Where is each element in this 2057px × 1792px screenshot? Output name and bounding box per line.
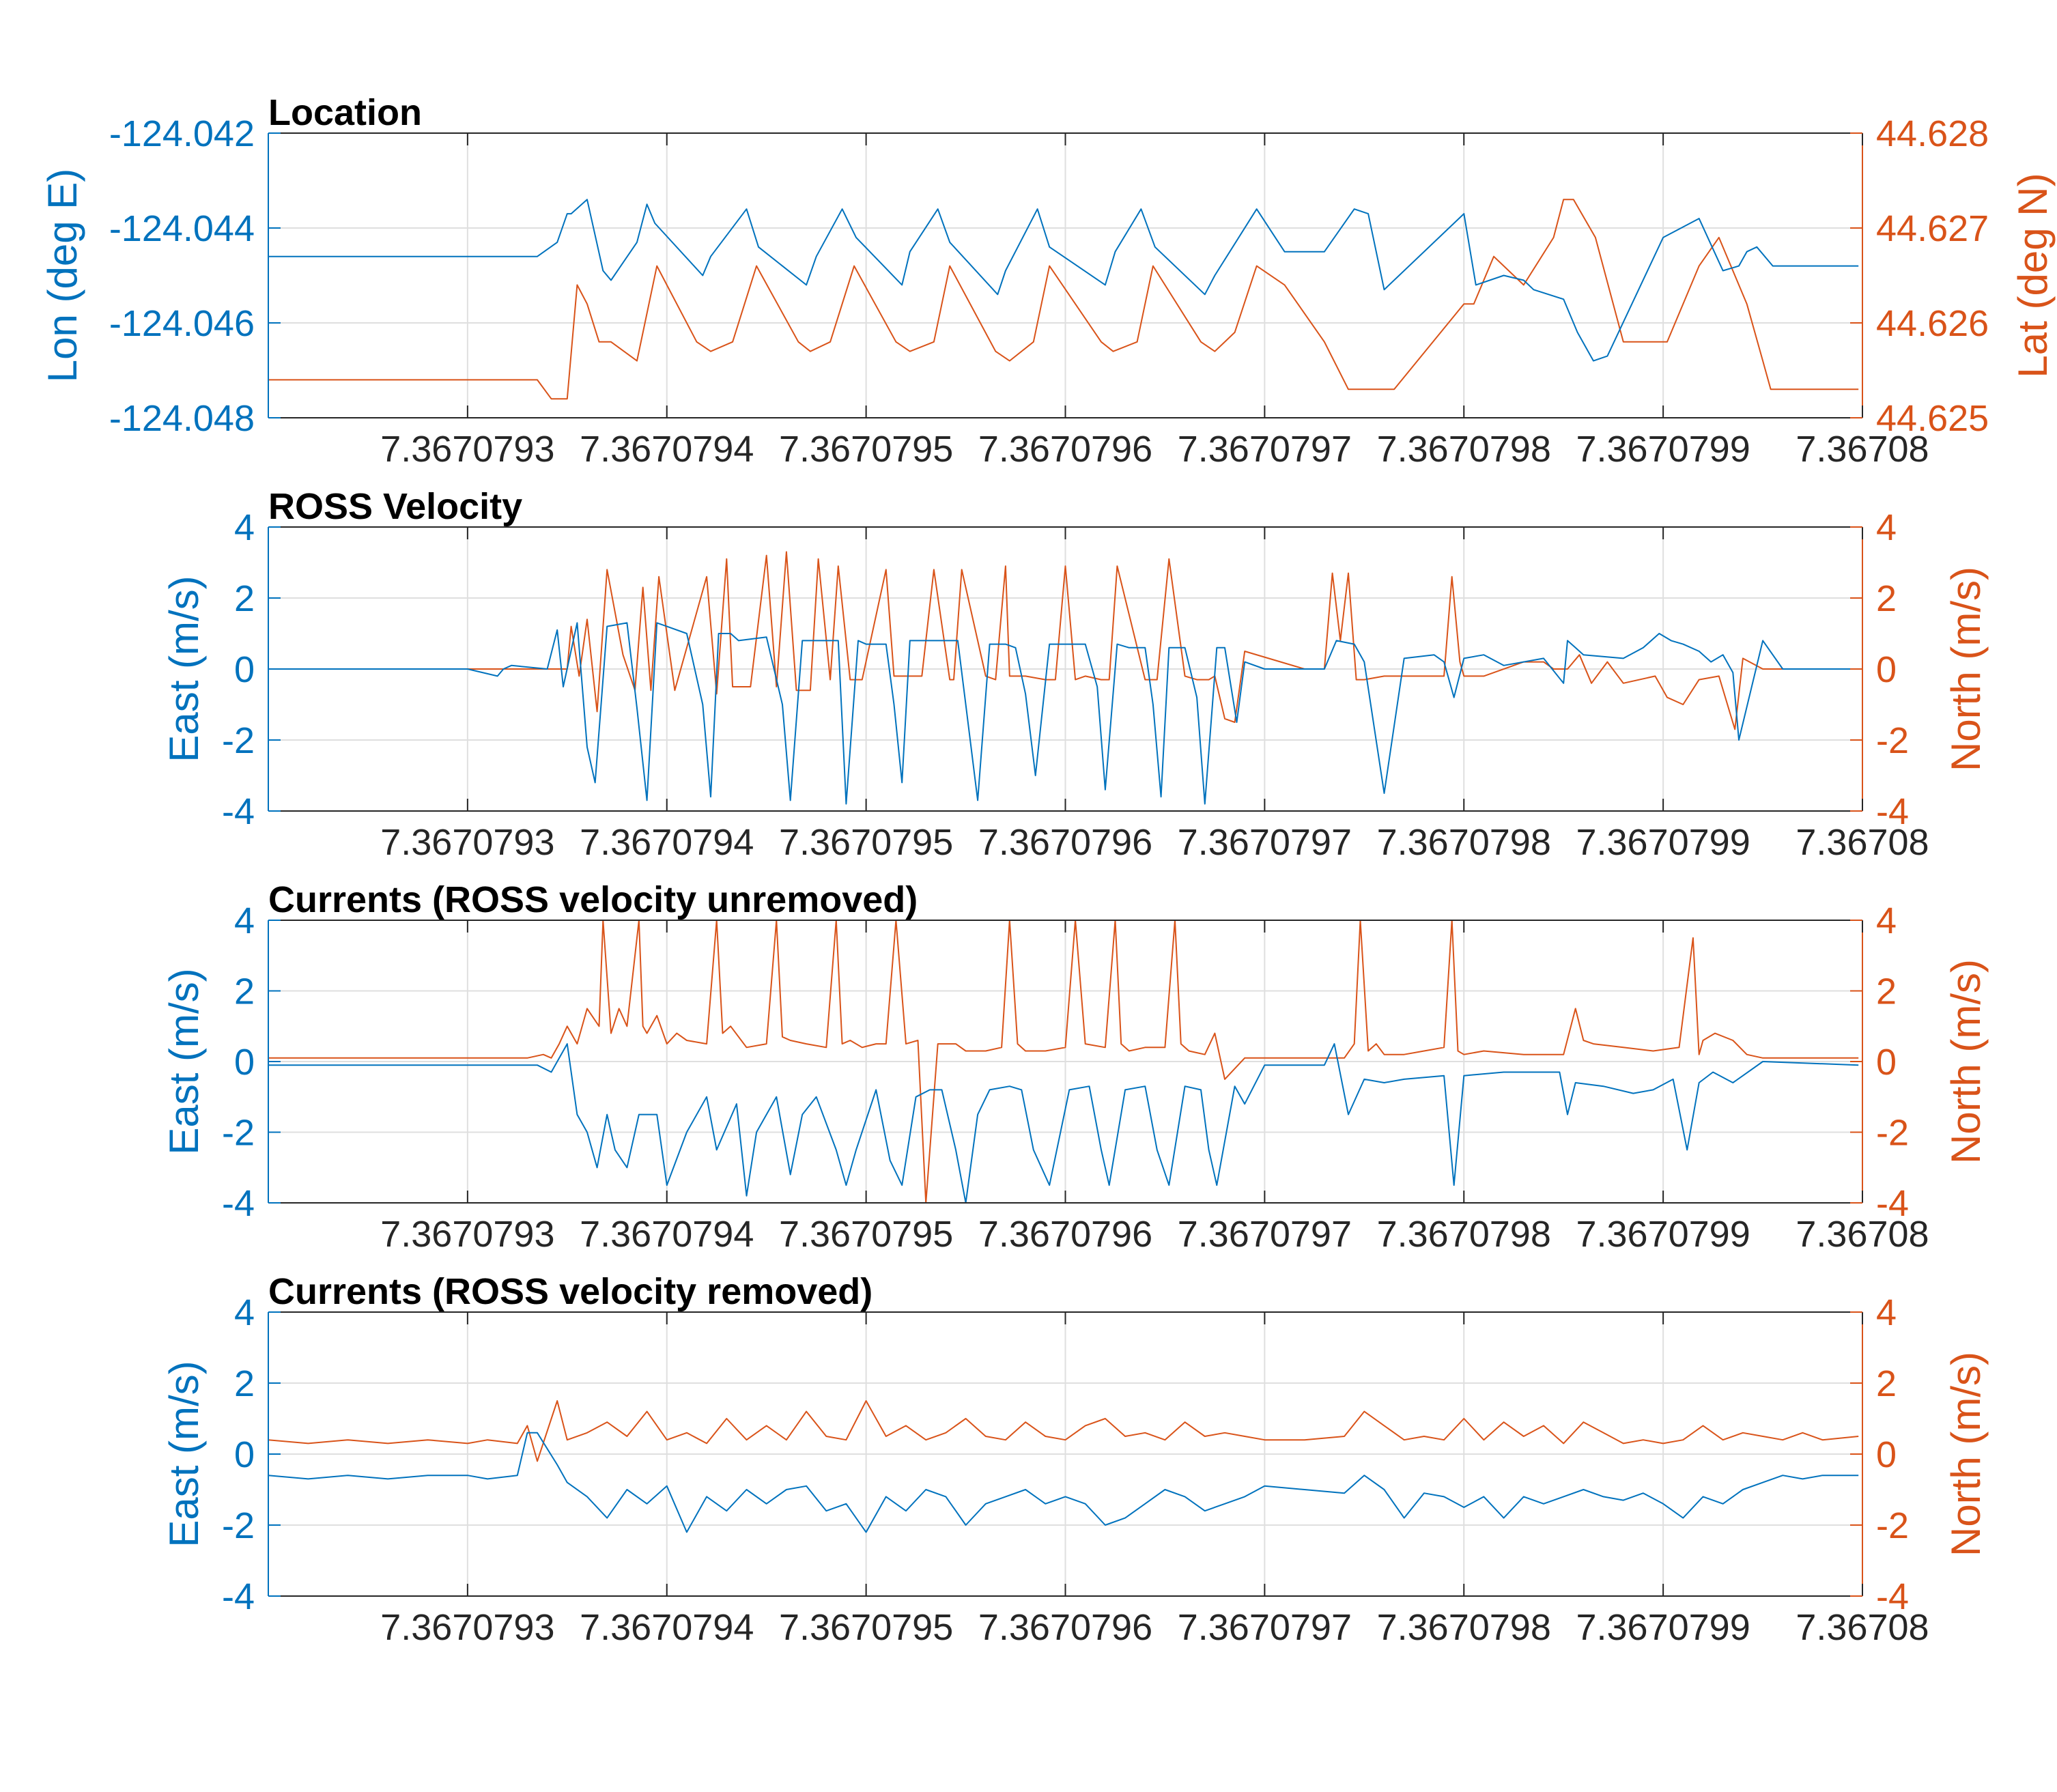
y-tick-label-left: 0 [234,649,255,690]
x-tick-label: 7.36708 [1796,822,1929,863]
y-axis-label-left: Lon (deg E) [40,169,85,383]
y-tick-label-left: -124.042 [109,113,255,154]
y-tick-label-left: 4 [234,900,255,941]
y-tick-label-left: -4 [222,1183,255,1224]
y-tick-label-right: 4 [1876,507,1897,548]
chart-title: Currents (ROSS velocity removed) [268,1271,873,1312]
y-axis-label-left: East (m/s) [161,575,207,762]
y-tick-label-right: -2 [1876,720,1909,761]
y-tick-label-right: 44.627 [1876,208,1989,249]
x-tick-label: 7.3670799 [1576,822,1750,863]
chart-title: Currents (ROSS velocity unremoved) [268,879,918,920]
y-tick-label-left: 4 [234,1292,255,1333]
y-tick-label-right: -2 [1876,1505,1909,1546]
y-tick-label-right: 44.625 [1876,398,1989,439]
x-tick-label: 7.3670798 [1377,1214,1551,1255]
y-tick-label-left: -2 [222,1505,255,1546]
y-axis-label-left: East (m/s) [161,968,207,1154]
x-tick-label: 7.3670794 [580,429,754,470]
x-tick-label: 7.3670793 [380,822,554,863]
x-tick-label: 7.3670794 [580,822,754,863]
y-tick-label-right: 0 [1876,649,1897,690]
y-tick-label-right: 4 [1876,900,1897,941]
y-tick-label-left: -124.046 [109,303,255,344]
y-tick-label-left: 4 [234,507,255,548]
y-axis-label-right: North (m/s) [1943,567,1989,771]
x-tick-label: 7.3670799 [1576,429,1750,470]
chart-title: ROSS Velocity [268,486,522,527]
x-tick-label: 7.3670797 [1178,1214,1352,1255]
y-tick-label-left: -2 [222,1113,255,1154]
y-axis-label-right: North (m/s) [1943,1352,1989,1556]
y-tick-label-left: 0 [234,1042,255,1083]
y-tick-label-left: 0 [234,1434,255,1475]
y-tick-label-right: 2 [1876,1363,1897,1404]
x-tick-label: 7.36708 [1796,1607,1929,1648]
y-tick-label-right: 0 [1876,1042,1897,1083]
y-tick-label-left: -4 [222,1576,255,1617]
y-tick-label-right: -2 [1876,1113,1909,1154]
y-axis-label-left: East (m/s) [161,1361,207,1547]
x-tick-label: 7.3670796 [978,1214,1152,1255]
x-tick-label: 7.3670797 [1178,1607,1352,1648]
y-axis-label-right: Lat (deg N) [2010,173,2056,378]
y-axis-label-right: North (m/s) [1943,959,1989,1164]
y-tick-label-right: 0 [1876,1434,1897,1475]
x-tick-label: 7.3670795 [779,1214,953,1255]
x-tick-label: 7.3670798 [1377,1607,1551,1648]
x-tick-label: 7.3670794 [580,1214,754,1255]
x-tick-label: 7.3670799 [1576,1607,1750,1648]
x-tick-label: 7.36708 [1796,1214,1929,1255]
y-tick-label-left: -124.048 [109,398,255,439]
y-tick-label-right: 4 [1876,1292,1897,1333]
y-tick-label-left: -2 [222,720,255,761]
x-tick-label: 7.3670797 [1178,429,1352,470]
x-tick-label: 7.3670797 [1178,822,1352,863]
x-tick-label: 7.3670798 [1377,822,1551,863]
x-tick-label: 7.3670793 [380,429,554,470]
x-tick-label: 7.3670795 [779,1607,953,1648]
y-tick-label-right: 2 [1876,971,1897,1012]
x-tick-label: 7.3670798 [1377,429,1551,470]
y-tick-label-left: 2 [234,578,255,619]
x-tick-label: 7.3670793 [380,1214,554,1255]
y-tick-label-right: 2 [1876,578,1897,619]
x-tick-label: 7.3670796 [978,1607,1152,1648]
x-tick-label: 7.3670795 [779,822,953,863]
x-tick-label: 7.3670793 [380,1607,554,1648]
x-tick-label: 7.3670796 [978,429,1152,470]
y-tick-label-left: -4 [222,791,255,832]
y-tick-label-right: -4 [1876,1183,1909,1224]
y-tick-label-right: 44.628 [1876,113,1989,154]
y-tick-label-right: 44.626 [1876,303,1989,344]
y-tick-label-right: -4 [1876,1576,1909,1617]
x-tick-label: 7.3670796 [978,822,1152,863]
chart-title: Location [268,92,422,133]
x-tick-label: 7.3670795 [779,429,953,470]
x-tick-label: 7.3670794 [580,1607,754,1648]
y-tick-label-right: -4 [1876,791,1909,832]
y-tick-label-left: 2 [234,971,255,1012]
x-tick-label: 7.3670799 [1576,1214,1750,1255]
y-tick-label-left: 2 [234,1363,255,1404]
y-tick-label-left: -124.044 [109,208,255,249]
